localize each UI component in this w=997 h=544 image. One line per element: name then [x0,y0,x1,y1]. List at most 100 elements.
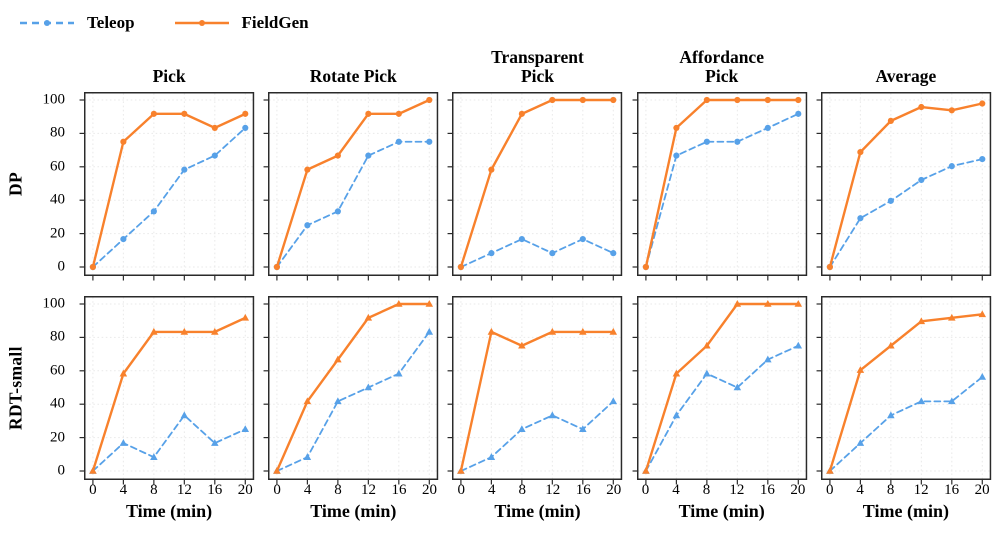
fieldgen-marker [826,263,833,271]
fieldgen-marker [979,100,986,107]
x-tick-label: 20 [974,482,990,498]
subplot-rdt-small-average [816,296,991,485]
x-tick-label: 4 [303,482,312,498]
column-title-rotate-pick: Rotate Pick [309,66,397,87]
plot-area [79,296,255,485]
fieldgen-marker [457,467,466,474]
teleop-marker [917,397,925,405]
teleop-marker [211,152,218,159]
teleop-marker [978,372,986,380]
x-tick-label: 16 [759,482,775,498]
fieldgen-marker [242,110,249,117]
legend-label-teleop: Teleop [87,13,135,32]
teleop-marker [763,355,772,363]
column-title-pick: Pick [152,66,186,87]
teleop-marker [180,411,189,419]
teleop-marker [794,110,801,117]
fieldgen-marker [887,117,894,124]
fieldgen-marker [150,327,158,335]
fieldgen-marker [825,467,834,474]
subplot-dp-average [816,92,991,281]
legend-item-teleop: Teleop [18,13,135,33]
teleop-marker [365,152,372,159]
teleop-marker [733,383,741,391]
x-tick-label: 12 [361,482,377,498]
x-tick-label: 4 [856,482,864,498]
x-tick-label: 8 [518,482,527,498]
fieldgen-marker [89,263,96,271]
x-axis-label: Time (min) [678,501,765,521]
plot-area [632,92,807,281]
fieldgen-marker [579,327,587,335]
teleop-marker [609,397,618,405]
fieldgen-marker [947,313,956,321]
teleop-marker [334,397,342,405]
x-tick-label: 0 [825,482,834,498]
teleop-marker [426,138,433,145]
fieldgen-line [644,302,800,473]
x-axis-label: Time (min) [310,501,397,521]
y-tick-label: 80 [50,124,65,141]
x-axis-label: Time (min) [494,501,581,521]
teleop-marker [549,250,556,257]
fieldgen-marker [211,327,219,335]
x-tick-label: 16 [207,482,223,498]
column-title-transparent-pick: Transparent Pick [491,46,584,87]
teleop-line [276,140,431,268]
fieldgen-marker [426,96,433,104]
y-axis-ticks-dp: 0 20 40 60 80 100 [40,92,70,276]
fieldgen-marker [703,96,710,104]
teleop-marker [794,341,802,349]
fieldgen-line [275,302,431,473]
fieldgen-marker [120,138,127,145]
subplot-dp-transparent-pick [447,92,623,281]
subplot-rdt-small-affordance-pick [632,296,807,485]
x-tick-label: 12 [729,482,745,498]
x-tick-label: 8 [150,482,158,498]
plot-area [632,296,807,485]
y-tick-label: 20 [50,429,65,446]
chart-grid: Pick Rotate Pick Transparent Pick Affordance… [6,44,991,526]
fieldgen-marker [763,300,772,307]
x-tick-label: 16 [575,482,591,498]
y-tick-label: 20 [50,225,65,242]
teleop-marker [580,236,587,243]
y-tick-label: 60 [50,158,65,175]
plot-area [447,92,623,281]
fieldgen-line [828,102,984,269]
plot-area [447,296,623,485]
subplot-rdt-small-transparent-pick [447,296,623,485]
y-tick-label: 40 [50,191,65,208]
teleop-marker [304,222,311,229]
fieldgen-marker [395,110,403,117]
subplot-rdt-small-pick [79,296,255,485]
teleop-marker [518,425,527,433]
fieldgen-marker [610,96,617,104]
fieldgen-marker [150,110,157,117]
teleop-line [644,344,799,472]
teleop-marker [303,453,312,460]
teleop-marker [425,327,434,335]
x-tick-label: 0 [641,482,650,498]
fieldgen-marker [672,124,680,131]
y-axis-ticks-rdt-small: 0 20 40 60 80 100 [40,296,70,480]
x-tick-label: 12 [913,482,929,498]
fieldgen-marker [518,341,527,349]
teleop-marker [887,197,894,204]
x-tick-label: 8 [702,482,711,498]
x-tick-label: 12 [176,482,192,498]
teleop-marker [119,439,128,446]
teleop-marker [856,439,864,446]
fieldgen-line [91,112,247,269]
fieldgen-marker [425,300,434,307]
teleop-marker [857,215,864,222]
legend-label-fieldgen: FieldGen [241,13,309,32]
fieldgen-marker [488,327,496,335]
x-axis-label: Time (min) [862,501,949,521]
fieldgen-line [828,313,984,473]
y-tick-label: 0 [57,258,66,275]
teleop-line [460,400,615,472]
fieldgen-marker [334,355,342,363]
fieldgen-marker [458,263,465,271]
